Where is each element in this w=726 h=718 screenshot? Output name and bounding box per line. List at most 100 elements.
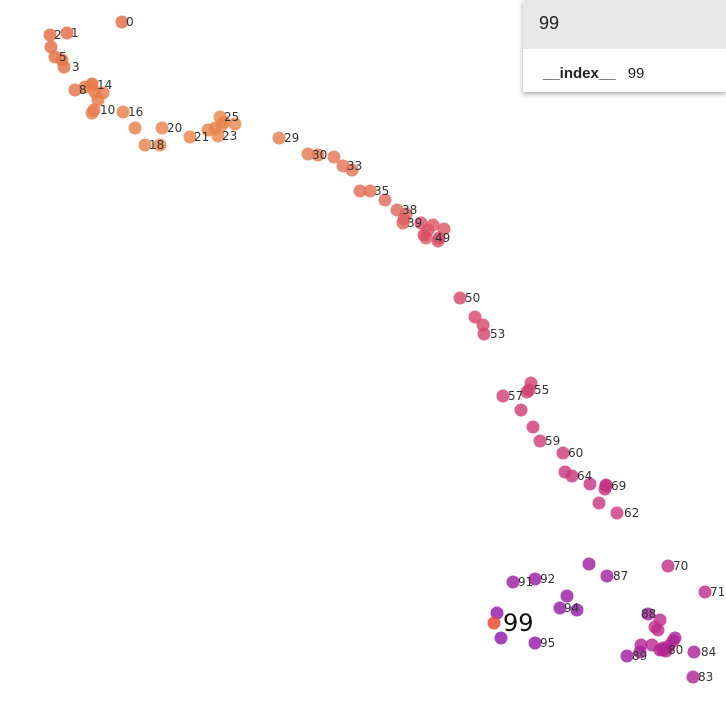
data-point-58[interactable] [514, 403, 528, 417]
data-point-73[interactable] [653, 613, 667, 627]
point-label-5: 5 [59, 50, 67, 64]
point-label-14: 14 [97, 78, 112, 92]
point-label-95: 95 [540, 636, 555, 650]
point-label-35: 35 [374, 184, 389, 198]
data-point-89[interactable] [620, 649, 634, 663]
point-label-3: 3 [72, 60, 80, 74]
data-point-91[interactable] [506, 575, 520, 589]
point-label-10: 10 [100, 103, 115, 117]
data-point-97[interactable] [490, 606, 504, 620]
data-point-71[interactable] [698, 585, 712, 599]
point-label-1: 1 [71, 26, 79, 40]
data-point-13[interactable] [96, 86, 110, 100]
data-point-50[interactable] [453, 291, 467, 305]
data-point-85[interactable] [668, 631, 682, 645]
data-point-99[interactable] [487, 616, 501, 630]
data-point-47[interactable] [414, 216, 428, 230]
data-point-59[interactable] [533, 434, 547, 448]
data-point-98[interactable] [494, 631, 508, 645]
point-label-62: 62 [624, 506, 639, 520]
point-label-84: 84 [701, 645, 716, 659]
data-point-92[interactable] [528, 572, 542, 586]
point-label-87: 87 [613, 569, 628, 583]
point-label-89: 89 [632, 649, 647, 663]
data-point-35[interactable] [363, 184, 377, 198]
data-point-20[interactable] [155, 121, 169, 135]
data-point-6[interactable] [55, 53, 69, 67]
point-label-2: 2 [54, 28, 62, 42]
data-point-61[interactable] [526, 420, 540, 434]
data-point-56[interactable] [520, 385, 534, 399]
data-point-15[interactable] [85, 106, 99, 120]
data-point-53[interactable] [477, 327, 491, 341]
point-label-88: 88 [641, 607, 656, 621]
data-point-65[interactable] [558, 465, 572, 479]
data-point-14[interactable] [85, 78, 99, 92]
point-label-53: 53 [490, 327, 505, 341]
point-label-71: 71 [710, 585, 725, 599]
point-label-8: 8 [79, 83, 87, 97]
data-point-60[interactable] [556, 446, 570, 460]
data-point-36[interactable] [353, 184, 367, 198]
data-point-88[interactable] [641, 607, 655, 621]
data-point-26[interactable] [228, 117, 242, 131]
point-label-30: 30 [312, 148, 327, 162]
point-label-39: 39 [407, 216, 422, 230]
point-label-38: 38 [402, 203, 417, 217]
data-point-0[interactable] [115, 15, 129, 29]
point-label-49: 49 [435, 231, 450, 245]
data-point-16[interactable] [116, 105, 130, 119]
data-point-30[interactable] [311, 148, 325, 162]
point-label-20: 20 [167, 121, 182, 135]
data-point-28[interactable] [208, 121, 222, 135]
point-label-70: 70 [673, 559, 688, 573]
data-point-4[interactable] [44, 40, 58, 54]
point-label-23: 23 [222, 129, 237, 143]
data-point-2[interactable] [43, 28, 57, 42]
data-point-94[interactable] [553, 601, 567, 615]
data-point-62[interactable] [610, 506, 624, 520]
data-point-21[interactable] [183, 130, 197, 144]
data-point-37[interactable] [378, 193, 392, 207]
tooltip-panel: 99 __index__ 99 [523, 0, 726, 92]
highlighted-point-label: 99 [503, 609, 534, 637]
point-label-92: 92 [540, 572, 555, 586]
data-point-41[interactable] [397, 212, 411, 226]
data-point-19[interactable] [153, 138, 167, 152]
data-point-63[interactable] [592, 496, 606, 510]
data-point-69[interactable] [599, 479, 613, 493]
data-point-66[interactable] [583, 477, 597, 491]
point-label-94: 94 [564, 601, 579, 615]
data-point-87[interactable] [600, 569, 614, 583]
data-point-95[interactable] [528, 636, 542, 650]
data-point-57[interactable] [496, 389, 510, 403]
data-point-83[interactable] [686, 670, 700, 684]
data-point-48[interactable] [417, 228, 431, 242]
point-label-16: 16 [128, 105, 143, 119]
point-label-33: 33 [347, 159, 362, 173]
data-point-17[interactable] [128, 121, 142, 135]
data-point-1[interactable] [60, 26, 74, 40]
data-point-86[interactable] [633, 645, 647, 659]
data-point-34[interactable] [345, 163, 359, 177]
data-point-32[interactable] [327, 150, 341, 164]
data-point-74[interactable] [651, 623, 665, 637]
data-point-49[interactable] [432, 231, 446, 245]
data-point-90[interactable] [582, 557, 596, 571]
data-point-70[interactable] [661, 559, 675, 573]
tooltip-title: 99 [523, 0, 726, 49]
point-label-60: 60 [568, 446, 583, 460]
data-point-31[interactable] [301, 147, 315, 161]
data-point-84[interactable] [687, 645, 701, 659]
tooltip-row: __index__ 99 [523, 49, 726, 82]
point-label-83: 83 [698, 670, 713, 684]
data-point-93[interactable] [560, 589, 574, 603]
data-point-51[interactable] [468, 310, 482, 324]
data-point-8[interactable] [68, 83, 82, 97]
data-point-18[interactable] [138, 138, 152, 152]
data-point-29[interactable] [272, 131, 286, 145]
data-point-96[interactable] [570, 603, 584, 617]
point-label-25: 25 [224, 110, 239, 124]
